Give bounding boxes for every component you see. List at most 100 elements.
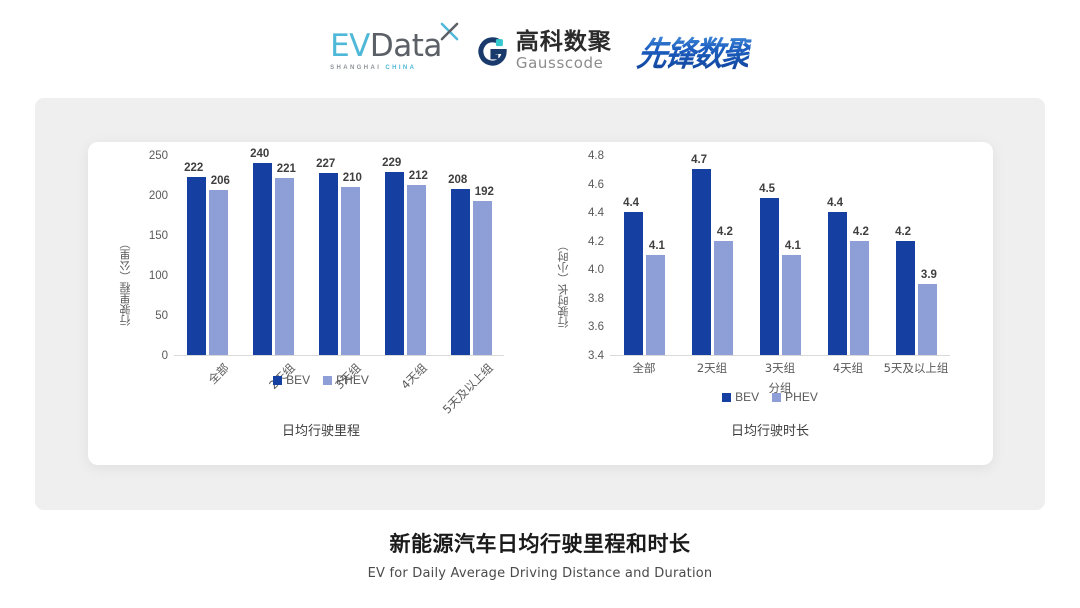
- y-tick-label: 4.2: [588, 235, 604, 248]
- bar-value-label: 221: [276, 163, 296, 176]
- bar-value-label: 206: [210, 175, 230, 188]
- bar-bev[interactable]: 4.4: [623, 197, 643, 355]
- bar-value-label: 4.4: [623, 197, 640, 210]
- evdata-tagline: SHANGHAI CHINA: [330, 65, 416, 71]
- y-tick-label: 3.4: [588, 350, 604, 362]
- logo-xianfeng: 先锋数聚: [634, 26, 753, 75]
- y-tick-label: 150: [148, 230, 168, 242]
- y-tick-label: 200: [148, 190, 168, 202]
- y-tick-label: 0: [161, 350, 168, 362]
- gausscode-g-icon: [478, 36, 507, 66]
- y-ticks-distance: 0 50 100 150 200 250: [138, 150, 172, 362]
- logo-bar: EVData SHANGHAI CHINA 高科数聚 Gausscode 先锋数…: [0, 22, 1080, 80]
- x-tick-label: 3天组: [764, 361, 796, 375]
- legend-item-phev: PHEV: [772, 390, 818, 404]
- chart-daily-distance: 行驶里程（公里） 0 50 100 150 200 250 222 206 240 221 227…: [96, 142, 546, 465]
- legend-label-phev: PHEV: [785, 390, 818, 404]
- bar-phev[interactable]: 4.1: [645, 240, 665, 355]
- bar-bev[interactable]: 208: [448, 174, 470, 355]
- bar-value-label: 3.9: [920, 268, 937, 281]
- x-tick-label: 全部: [632, 361, 656, 375]
- bar-bev[interactable]: 4.2: [895, 226, 915, 355]
- legend-label-phev: PHEV: [336, 373, 369, 387]
- bar-value-label: 212: [408, 170, 428, 183]
- y-ticks-duration: 3.4 3.6 3.8 4.0 4.2 4.4 4.6 4.8: [574, 150, 608, 362]
- x-cross-icon: [440, 22, 459, 41]
- bar-group: 4.7 4.2: [691, 154, 733, 355]
- y-tick-label: 4.0: [588, 264, 604, 277]
- gausscode-cn-text: 高科数聚: [515, 29, 612, 55]
- bar-phev[interactable]: 4.2: [713, 226, 733, 355]
- legend-swatch-phev: [772, 392, 782, 402]
- x-tick-label: 2天组: [696, 361, 728, 375]
- bar-phev[interactable]: 3.9: [917, 269, 937, 355]
- legend-label-bev: BEV: [735, 390, 760, 404]
- bar-phev[interactable]: 192: [472, 186, 494, 355]
- y-tick-label: 50: [155, 310, 168, 322]
- bar-value-label: 4.5: [759, 182, 776, 195]
- bar-bev[interactable]: 4.5: [759, 183, 779, 355]
- bar-group: 229 212: [382, 155, 428, 355]
- evdata-tagline-country: CHINA: [385, 65, 417, 71]
- bar-bev[interactable]: 229: [382, 157, 404, 355]
- legend-item-bev: BEV: [722, 390, 759, 404]
- bar-bev[interactable]: 4.7: [691, 154, 711, 355]
- legend-swatch-bev: [722, 392, 732, 402]
- y-tick-label: 100: [148, 270, 168, 282]
- bar-value-label: 4.2: [716, 225, 733, 238]
- evdata-wordmark: EVData: [330, 22, 459, 62]
- bar-value-label: 208: [448, 173, 468, 186]
- bar-value-label: 240: [250, 148, 270, 160]
- chart-caption-duration: 日均行驶时长: [730, 424, 809, 439]
- x-axis-title-duration: 分组: [768, 381, 792, 395]
- bar-bev[interactable]: 240: [250, 148, 272, 355]
- bar-value-label: 192: [474, 186, 494, 199]
- legend-distance: BEV PHEV: [96, 373, 546, 387]
- bar-value-label: 4.4: [827, 197, 844, 210]
- bar-bev[interactable]: 227: [316, 158, 338, 355]
- evdata-tagline-city: SHANGHAI: [330, 65, 382, 71]
- bar-group: 4.4 4.2: [827, 155, 869, 355]
- y-tick-label: 3.6: [588, 321, 604, 334]
- page-subtitle: EV for Daily Average Driving Distance an…: [367, 566, 713, 581]
- plot-area-duration: 4.4 4.1 4.7 4.2 4.5 4.1 4.4 4.2 4.2 3.9: [610, 154, 950, 356]
- bar-phev[interactable]: 4.2: [849, 226, 869, 355]
- chart-caption-distance: 日均行驶里程: [281, 424, 360, 439]
- legend-label-bev: BEV: [286, 373, 311, 387]
- logo-evdata: EVData SHANGHAI CHINA: [330, 22, 459, 71]
- bar-phev[interactable]: 221: [274, 163, 296, 355]
- bar-phev[interactable]: 210: [340, 172, 362, 355]
- plot-wrap-duration: 行驶时长（小时） 3.4 3.6 3.8 4.0 4.2 4.4 4.6 4.8 4.4 4.1…: [550, 150, 990, 362]
- bar-group: 240 221: [250, 148, 296, 355]
- y-tick-label: 4.8: [588, 150, 604, 162]
- bar-value-label: 227: [316, 158, 336, 171]
- y-axis-title-duration: 行驶时长（小时）: [557, 240, 570, 328]
- bar-value-label: 4.1: [648, 240, 665, 252]
- y-tick-label: 4.4: [588, 207, 604, 220]
- page-title: 新能源汽车日均行驶里程和时长: [389, 532, 691, 556]
- legend-duration: BEV PHEV: [550, 390, 990, 404]
- y-axis-title-distance: 行驶里程（公里）: [119, 238, 132, 326]
- bar-phev[interactable]: 206: [208, 175, 230, 355]
- bar-value-label: 229: [382, 156, 402, 169]
- bar-group: 208 192: [448, 155, 494, 355]
- bar-value-label: 4.2: [895, 225, 912, 238]
- plot-wrap-distance: 行驶里程（公里） 0 50 100 150 200 250 222 206 240 221 227…: [96, 148, 546, 362]
- bar-group: 222 206: [184, 155, 230, 355]
- legend-item-bev: BEV: [273, 373, 310, 387]
- chart-daily-duration: 行驶时长（小时） 3.4 3.6 3.8 4.0 4.2 4.4 4.6 4.8 4.4 4.1…: [550, 142, 990, 465]
- legend-swatch-phev: [323, 375, 333, 385]
- bar-group: 4.4 4.1: [623, 155, 665, 355]
- bar-phev[interactable]: 212: [406, 170, 428, 355]
- x-ticks-duration: 全部 2天组 3天组 4天组 5天及以上组: [610, 360, 950, 376]
- bar-phev[interactable]: 4.1: [781, 240, 801, 355]
- bar-bev[interactable]: 4.4: [827, 197, 847, 355]
- bar-bev[interactable]: 222: [184, 162, 206, 355]
- bar-group: 227 210: [316, 155, 362, 355]
- legend-swatch-bev: [273, 375, 283, 385]
- footer: 新能源汽车日均行驶里程和时长 EV for Daily Average Driv…: [0, 528, 1080, 581]
- charts-card: 行驶里程（公里） 0 50 100 150 200 250 222 206 240 221 227…: [88, 142, 993, 465]
- bar-value-label: 210: [342, 172, 362, 184]
- bar-group: 4.5 4.1: [759, 155, 801, 355]
- y-tick-label: 3.8: [588, 292, 604, 305]
